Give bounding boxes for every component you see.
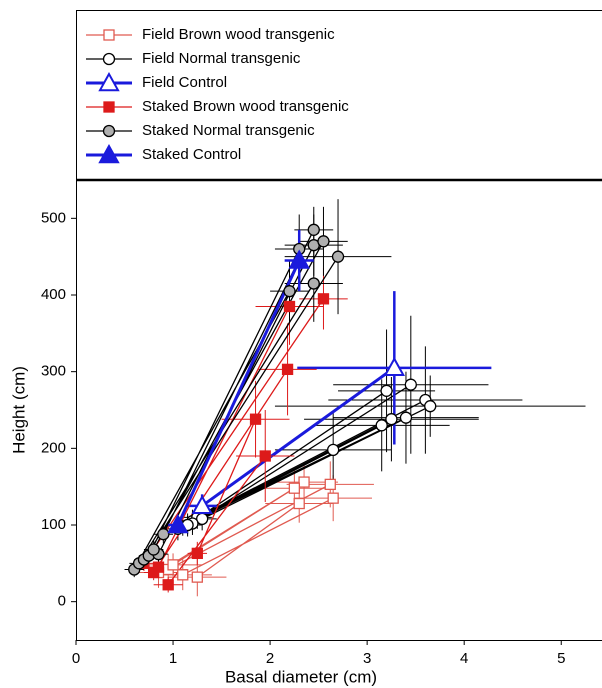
marker [167, 513, 189, 534]
marker [167, 559, 179, 571]
marker [191, 571, 203, 583]
marker [424, 400, 437, 413]
marker [98, 143, 120, 164]
series-line [177, 384, 431, 530]
legend-label: Staked Brown wood transgenic [142, 98, 349, 115]
marker [307, 223, 320, 236]
x-tick-label: 3 [363, 650, 371, 667]
series-line [176, 259, 301, 526]
x-tick-label: 0 [72, 650, 80, 667]
y-tick-label: 0 [58, 593, 66, 610]
marker [147, 543, 160, 556]
marker [380, 384, 393, 397]
legend-label: Field Control [142, 74, 227, 91]
y-tick-label: 500 [41, 209, 66, 226]
marker [249, 413, 262, 425]
marker [283, 285, 296, 298]
legend-label: Staked Normal transgenic [142, 122, 315, 139]
marker [331, 250, 345, 263]
marker [177, 569, 189, 581]
marker [98, 71, 120, 92]
marker [399, 411, 413, 424]
marker [383, 356, 406, 377]
y-tick-label: 300 [41, 363, 66, 380]
marker [157, 528, 170, 541]
x-tick-label: 1 [169, 650, 177, 667]
marker [102, 124, 116, 138]
marker [191, 494, 213, 515]
x-tick-label: 4 [460, 650, 468, 667]
legend: Field Brown wood transgenic Field Normal … [86, 26, 349, 164]
marker [162, 579, 174, 591]
y-axis-label: Height (cm) [9, 366, 28, 454]
marker [317, 293, 330, 305]
marker [317, 235, 330, 248]
x-tick-label: 5 [557, 650, 565, 667]
marker [103, 29, 115, 41]
series-line [143, 298, 325, 586]
y-tick-label: 100 [41, 516, 66, 533]
marker [375, 419, 388, 432]
x-tick-label: 2 [266, 650, 274, 667]
marker [293, 497, 305, 510]
marker [327, 443, 340, 457]
marker [281, 363, 294, 376]
marker [327, 492, 339, 504]
y-tick-label: 400 [41, 286, 66, 303]
legend-label: Field Brown wood transgenic [142, 26, 335, 43]
legend-label: Staked Control [142, 146, 241, 163]
series-line [158, 481, 334, 578]
legend-label: Field Normal transgenic [142, 50, 301, 67]
marker [288, 249, 310, 269]
x-axis-label: Basal diameter (cm) [225, 667, 377, 686]
marker [404, 378, 417, 391]
marker [283, 300, 296, 313]
marker [385, 413, 398, 426]
marker [102, 52, 116, 66]
marker [152, 561, 165, 573]
marker [191, 547, 203, 560]
marker [288, 482, 301, 494]
marker [298, 476, 310, 488]
marker [307, 277, 320, 290]
marker [103, 101, 115, 113]
y-tick-label: 200 [41, 439, 66, 456]
series-line [201, 366, 396, 508]
marker [259, 450, 271, 462]
plot-area [124, 199, 586, 597]
marker [324, 478, 336, 491]
